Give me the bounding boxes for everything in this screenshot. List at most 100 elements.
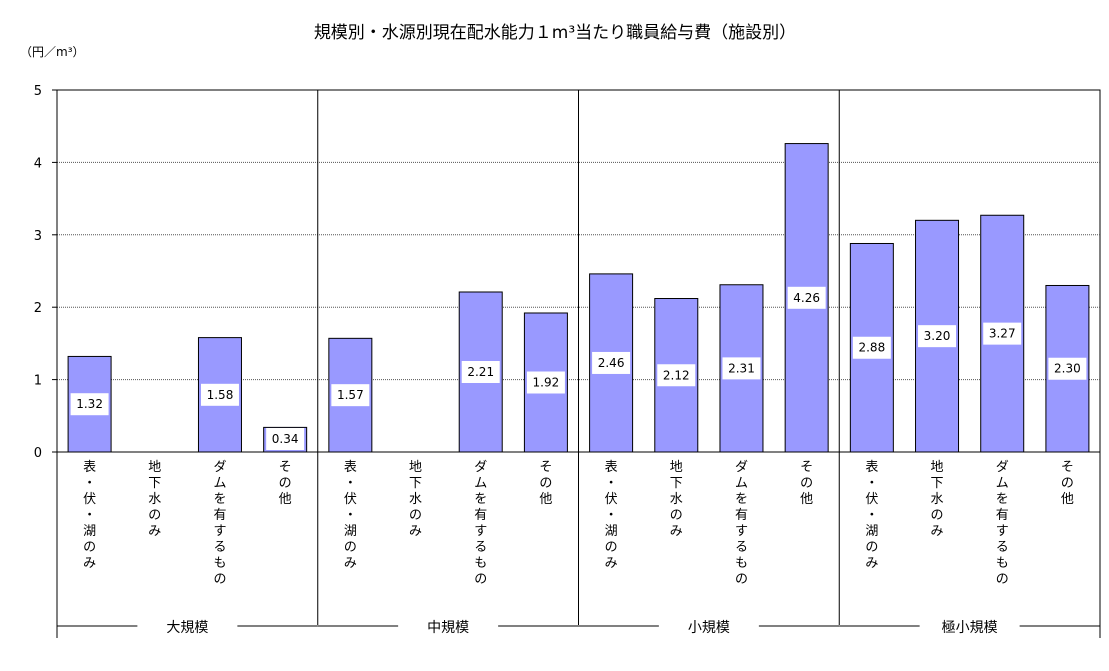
category-label: の — [865, 540, 878, 555]
category-label: 下 — [148, 476, 161, 491]
data-label: 2.46 — [598, 356, 625, 370]
data-label-box — [722, 357, 761, 380]
category-label: 有 — [996, 508, 1009, 523]
category-label: の — [996, 572, 1009, 587]
category-label: の — [148, 508, 161, 523]
category-label: の — [931, 508, 944, 523]
data-label: 4.26 — [793, 291, 820, 305]
category-label: の — [800, 476, 813, 491]
data-label-box — [266, 428, 305, 450]
category-label: 伏 — [865, 492, 878, 507]
data-label-box — [331, 384, 370, 407]
category-label: 下 — [670, 476, 683, 491]
category-label: の — [474, 572, 487, 587]
category-label: の — [344, 540, 357, 555]
category-label: も — [213, 556, 226, 571]
category-label: す — [474, 524, 487, 539]
category-label: ダ — [474, 460, 487, 475]
category-label: み — [344, 556, 357, 571]
category-label: そ — [539, 460, 552, 475]
chart-title: 規模別・水源別現在配水能力１m³当たり職員給与費（施設別） — [314, 23, 796, 43]
category-label: ・ — [865, 476, 878, 491]
category-label: す — [213, 524, 226, 539]
category-label: ム — [735, 476, 748, 491]
data-label-box — [592, 351, 631, 374]
category-label: る — [213, 540, 226, 555]
category-label: 有 — [735, 508, 748, 523]
category-label: 表 — [344, 460, 357, 475]
category-label: の — [539, 476, 552, 491]
y-tick-label: 4 — [34, 156, 42, 171]
y-tick-label: 0 — [34, 446, 42, 461]
data-label: 2.30 — [1054, 362, 1081, 376]
category-label: す — [996, 524, 1009, 539]
data-label: 1.32 — [76, 397, 103, 411]
category-label: 有 — [474, 508, 487, 523]
category-label: の — [605, 540, 618, 555]
category-label: ム — [213, 476, 226, 491]
data-label-box — [200, 383, 239, 406]
group-label: 小規模 — [688, 620, 730, 636]
category-label: の — [1061, 476, 1074, 491]
category-label: ・ — [344, 476, 357, 491]
data-label-box — [1048, 357, 1087, 380]
category-label: る — [735, 540, 748, 555]
data-label-box — [461, 360, 500, 383]
category-label: ・ — [605, 508, 618, 523]
category-label: 表 — [83, 460, 96, 475]
plot-area: 0123451.32表・伏・湖のみ地下水のみ1.58ダムを有するもの0.34その… — [34, 84, 1101, 638]
category-label: ダ — [996, 460, 1009, 475]
category-label: み — [865, 556, 878, 571]
data-label: 2.31 — [728, 361, 755, 375]
category-label: ・ — [83, 508, 96, 523]
data-label-box — [852, 336, 891, 359]
category-label: 湖 — [344, 524, 357, 539]
category-label: ダ — [735, 460, 748, 475]
category-label: そ — [279, 460, 292, 475]
y-tick-label: 5 — [34, 84, 42, 99]
category-label: を — [735, 492, 748, 507]
category-label: を — [996, 492, 1009, 507]
category-label: み — [148, 524, 161, 539]
category-label: ・ — [344, 508, 357, 523]
category-label: そ — [1061, 460, 1074, 475]
category-label: ム — [996, 476, 1009, 491]
category-label: ム — [474, 476, 487, 491]
category-label: そ — [800, 460, 813, 475]
category-label: も — [996, 556, 1009, 571]
category-label: 他 — [800, 492, 813, 507]
data-label-box — [983, 322, 1022, 345]
category-label: 伏 — [83, 492, 96, 507]
category-label: 伏 — [605, 492, 618, 507]
group-label: 極小規模 — [942, 620, 998, 636]
category-label: の — [735, 572, 748, 587]
category-label: み — [605, 556, 618, 571]
category-label: ダ — [213, 460, 226, 475]
category-label: の — [670, 508, 683, 523]
category-label: の — [83, 540, 96, 555]
category-label: 表 — [605, 460, 618, 475]
category-label: ・ — [865, 508, 878, 523]
category-label: 下 — [931, 476, 944, 491]
category-label: 湖 — [605, 524, 618, 539]
category-label: み — [409, 524, 422, 539]
category-label: も — [735, 556, 748, 571]
category-label: を — [474, 492, 487, 507]
category-label: 湖 — [83, 524, 96, 539]
category-label: ・ — [605, 476, 618, 491]
category-label: 水 — [148, 492, 161, 507]
category-label: 地 — [931, 460, 944, 475]
data-label-box — [918, 325, 957, 348]
category-label: み — [83, 556, 96, 571]
category-label: 地 — [409, 460, 422, 475]
category-label: 他 — [1061, 492, 1074, 507]
category-label: る — [474, 540, 487, 555]
data-label: 0.34 — [272, 432, 299, 446]
category-label: 下 — [409, 476, 422, 491]
category-label: 水 — [931, 492, 944, 507]
category-label: す — [735, 524, 748, 539]
category-label: 他 — [279, 492, 292, 507]
data-label: 3.27 — [989, 327, 1016, 341]
